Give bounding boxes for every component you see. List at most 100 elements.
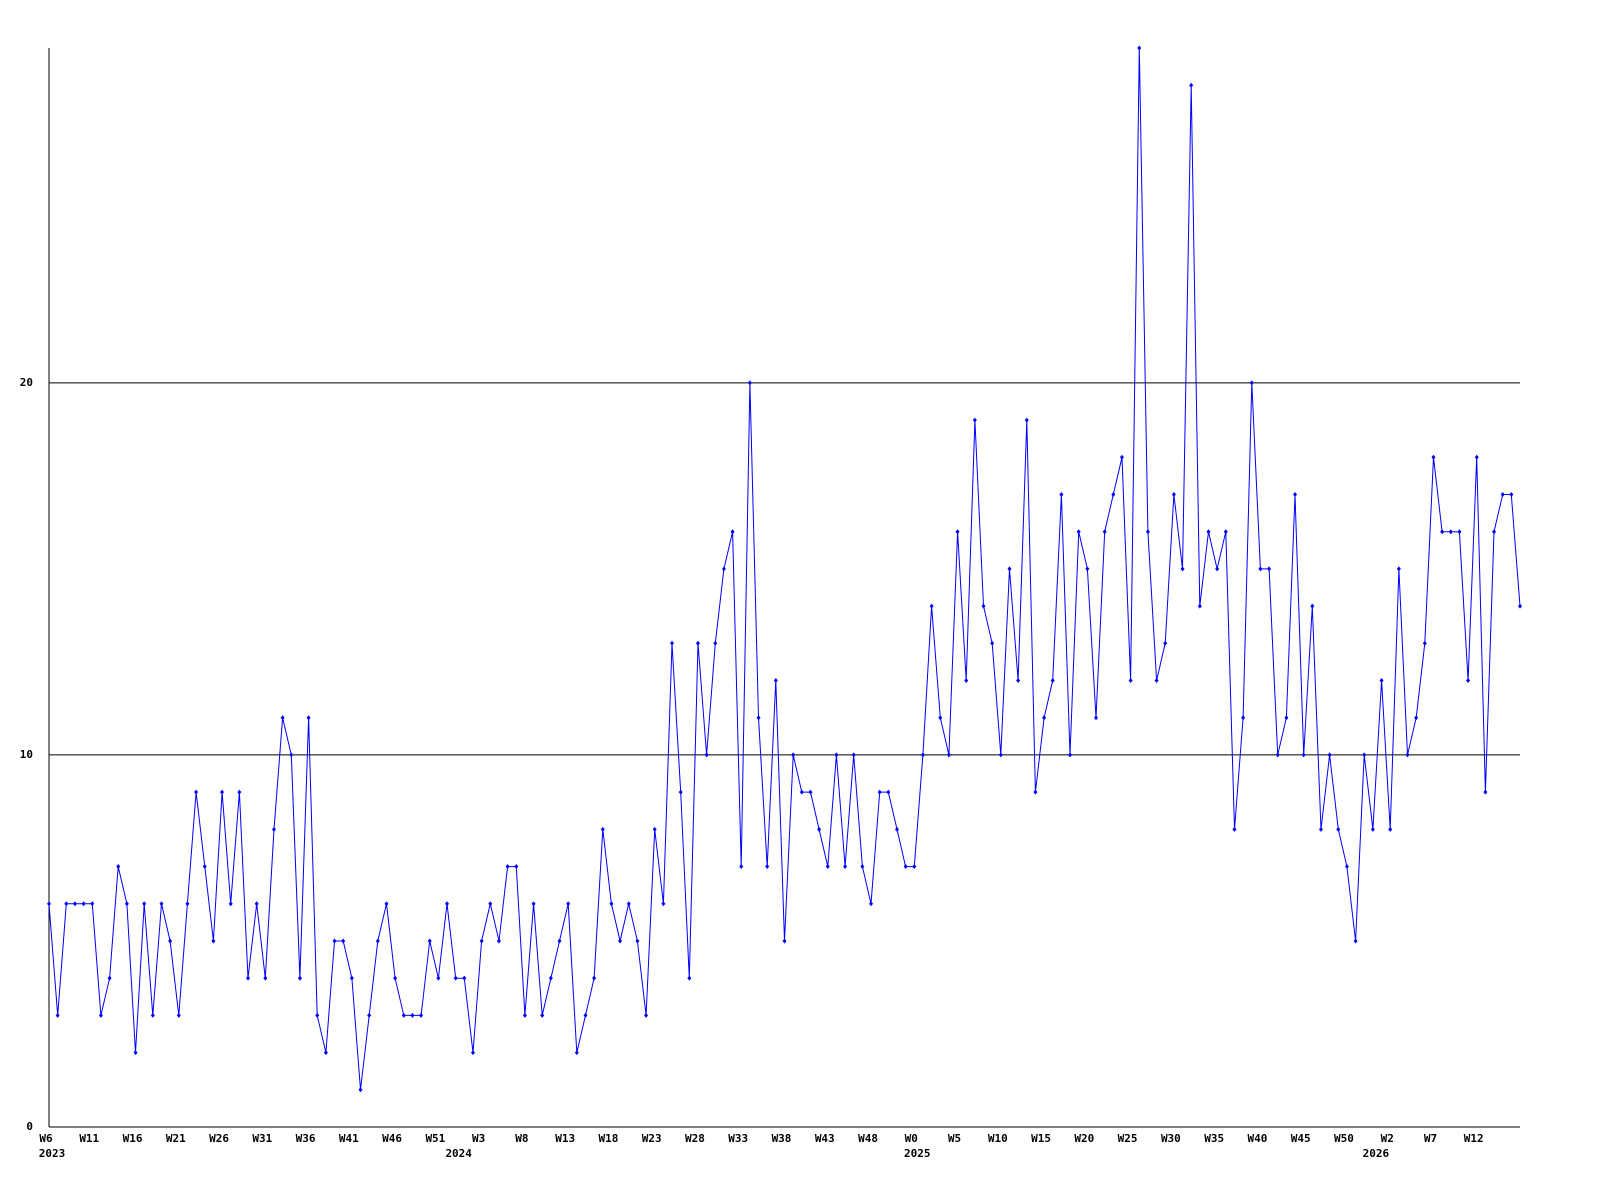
x-tick-label: W21 — [166, 1132, 186, 1145]
x-tick-label: W23 — [642, 1132, 662, 1145]
point-marker — [981, 603, 986, 609]
point-marker — [1024, 417, 1029, 423]
point-marker — [531, 901, 536, 907]
x-tick-label: W31 — [252, 1132, 272, 1145]
point-marker — [782, 938, 787, 944]
point-marker — [1050, 678, 1055, 684]
point-marker — [1145, 529, 1150, 535]
point-marker — [912, 864, 917, 870]
point-marker — [1275, 752, 1280, 758]
point-marker — [47, 901, 51, 907]
point-marker — [254, 901, 259, 907]
point-marker — [1379, 678, 1384, 684]
point-marker — [1301, 752, 1306, 758]
y-tick-label: 10 — [20, 748, 33, 761]
point-marker — [1327, 752, 1332, 758]
point-marker — [1223, 529, 1228, 535]
point-marker — [817, 826, 822, 832]
point-marker — [488, 901, 493, 907]
point-marker — [920, 752, 925, 758]
point-marker — [644, 1012, 649, 1018]
point-marker — [375, 938, 380, 944]
point-marker — [1518, 603, 1522, 609]
point-marker — [289, 752, 294, 758]
point-marker — [341, 938, 346, 944]
x-tick-label: W26 — [209, 1132, 229, 1145]
point-marker — [505, 864, 510, 870]
point-marker — [297, 975, 302, 981]
x-tick-label: W20 — [1074, 1132, 1094, 1145]
point-marker — [1171, 491, 1176, 497]
point-marker — [955, 529, 960, 535]
point-marker — [1284, 715, 1289, 721]
point-marker — [419, 1012, 424, 1018]
point-marker — [1163, 640, 1168, 646]
point-marker — [522, 1012, 527, 1018]
point-marker — [1033, 789, 1038, 795]
x-tick-label: W48 — [858, 1132, 878, 1145]
point-marker — [1085, 566, 1090, 572]
point-marker — [185, 901, 190, 907]
x-tick-label: W6 — [39, 1132, 53, 1145]
point-marker — [1414, 715, 1419, 721]
x-tick-label: W35 — [1204, 1132, 1224, 1145]
point-marker — [877, 789, 882, 795]
point-marker — [1241, 715, 1246, 721]
point-marker — [1267, 566, 1272, 572]
x-tick-label: W8 — [515, 1132, 528, 1145]
point-marker — [1318, 826, 1323, 832]
point-marker — [445, 901, 450, 907]
point-marker — [825, 864, 830, 870]
x-tick-label: W10 — [988, 1132, 1008, 1145]
point-marker — [393, 975, 398, 981]
point-marker — [228, 901, 233, 907]
point-marker — [237, 789, 242, 795]
point-marker — [176, 1012, 181, 1018]
x-tick-label: W13 — [555, 1132, 575, 1145]
x-tick-label: W28 — [685, 1132, 705, 1145]
point-marker — [652, 826, 657, 832]
point-marker — [306, 715, 311, 721]
point-marker — [1492, 529, 1497, 535]
point-marker — [1128, 678, 1133, 684]
point-marker — [1076, 529, 1081, 535]
point-marker — [1336, 826, 1341, 832]
x-tick-label: W3 — [472, 1132, 485, 1145]
point-marker — [202, 864, 207, 870]
point-marker — [81, 901, 86, 907]
point-marker — [98, 1012, 103, 1018]
point-marker — [1249, 380, 1254, 386]
point-marker — [886, 789, 891, 795]
point-marker — [1016, 678, 1021, 684]
point-marker — [860, 864, 865, 870]
point-marker — [401, 1012, 406, 1018]
point-marker — [747, 380, 752, 386]
point-marker — [1500, 491, 1505, 497]
point-marker — [687, 975, 692, 981]
year-label: 2026 — [1363, 1147, 1390, 1160]
point-marker — [133, 1050, 138, 1056]
point-marker — [938, 715, 943, 721]
point-marker — [1293, 491, 1298, 497]
point-marker — [548, 975, 553, 981]
point-marker — [1094, 715, 1099, 721]
point-marker — [661, 901, 666, 907]
x-tick-label: W12 — [1464, 1132, 1484, 1145]
point-marker — [1483, 789, 1488, 795]
point-marker — [1215, 566, 1220, 572]
x-tick-label: W7 — [1424, 1132, 1437, 1145]
point-marker — [55, 1012, 60, 1018]
year-label: 2023 — [39, 1147, 66, 1160]
point-marker — [168, 938, 173, 944]
y-tick-label: 0 — [26, 1120, 33, 1133]
point-marker — [367, 1012, 372, 1018]
point-marker — [799, 789, 804, 795]
x-tick-label: W45 — [1291, 1132, 1311, 1145]
point-marker — [635, 938, 640, 944]
point-marker — [194, 789, 199, 795]
point-marker — [124, 901, 129, 907]
point-marker — [1137, 45, 1142, 51]
point-marker — [142, 901, 147, 907]
point-marker — [566, 901, 571, 907]
point-marker — [756, 715, 761, 721]
